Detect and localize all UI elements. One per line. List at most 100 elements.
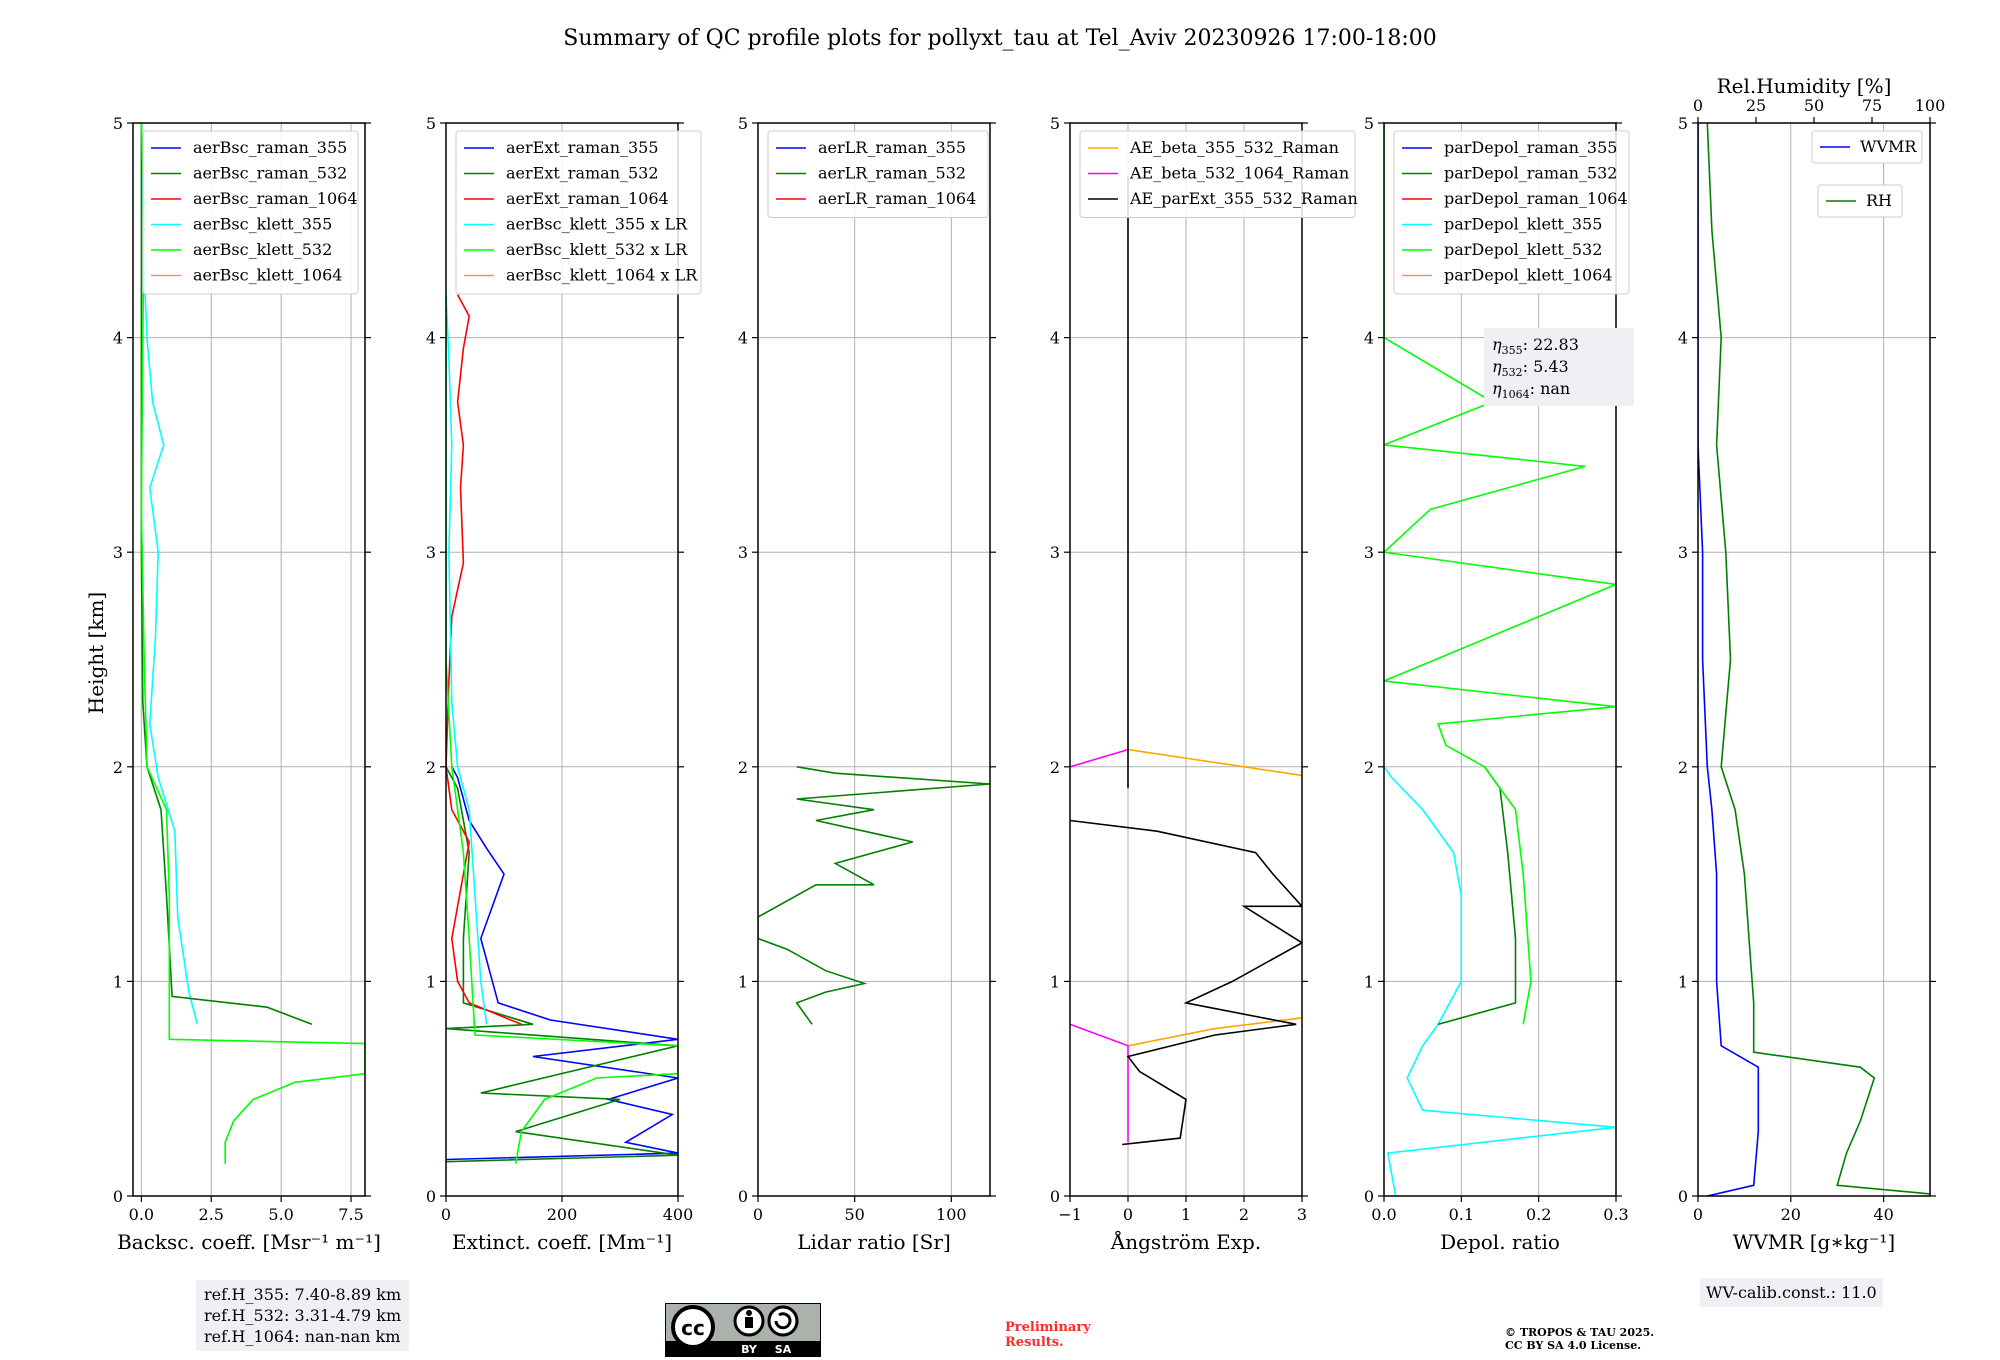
legend-label: aerLR_raman_532: [818, 164, 966, 183]
series-line: [446, 294, 678, 1164]
x-tick-label: 0: [441, 1205, 451, 1224]
x-tick-label: −1: [1058, 1205, 1082, 1224]
legend-box: [142, 130, 359, 295]
y-tick-label: 1: [1364, 972, 1374, 991]
x-tick-label: 40: [1873, 1205, 1893, 1224]
series-line: [1070, 1023, 1129, 1143]
legend-label: aerBsc_klett_355: [193, 215, 332, 234]
series-line: [446, 294, 522, 1026]
x-tick-label: 50: [844, 1205, 864, 1224]
y-tick-label: 3: [426, 543, 436, 562]
legend-label: aerExt_raman_1064: [506, 189, 669, 208]
wv-calibration-text: WV-calib.const.: 11.0: [1706, 1283, 1877, 1302]
legend-label: aerBsc_raman_355: [193, 138, 347, 157]
series-line: [1706, 123, 1930, 1195]
legend-label: aerBsc_klett_1064: [193, 266, 342, 285]
legend-label: AE_parExt_355_532_Raman: [1129, 189, 1358, 208]
x-tick-label: 7.5: [338, 1205, 363, 1224]
y-tick-label: 5: [426, 114, 436, 133]
axes-frame: [445, 122, 679, 1197]
y-tick-label: 2: [1678, 758, 1688, 777]
legend-label: aerBsc_klett_532: [193, 240, 332, 259]
series-line: [446, 294, 488, 1025]
x-tick-label: 400: [663, 1205, 694, 1224]
y-tick-label: 4: [1678, 329, 1688, 348]
top-x-tick-label: 100: [1915, 96, 1946, 115]
top-x-axis-label: Rel.Humidity [%]: [1717, 74, 1892, 98]
copyright-line-1: © TROPOS & TAU 2025.: [1505, 1326, 1655, 1339]
series-line: [446, 766, 678, 1163]
legend-label: aerLR_raman_1064: [818, 189, 976, 208]
y-tick-label: 4: [1050, 329, 1060, 348]
y-tick-label: 2: [1050, 758, 1060, 777]
y-tick-label: 3: [1678, 543, 1688, 562]
legend-box: [1079, 130, 1356, 218]
x-tick-label: 0.0: [1371, 1205, 1396, 1224]
series-line: [1437, 766, 1517, 1026]
series-group: [446, 294, 678, 1164]
series-line: [1384, 123, 1616, 1025]
legend-box: [1811, 130, 1923, 164]
y-tick-label: 0: [1678, 1187, 1688, 1206]
y-tick-label: 1: [113, 972, 123, 991]
legend-label: aerBsc_klett_355 x LR: [506, 215, 688, 234]
y-tick-label: 2: [1364, 758, 1374, 777]
panel-1: 0.0 2.5 5.0 7.5 0 1 2 3 4 5 Backsc. coeff. [Msr⁻¹ …: [113, 114, 381, 1254]
top-x-tick-label: 75: [1862, 96, 1882, 115]
y-tick-label: 1: [426, 972, 436, 991]
ref-height-1064: ref.H_1064: nan-nan km: [204, 1327, 401, 1346]
legend-label: parDepol_raman_355: [1444, 138, 1617, 157]
y-tick-label: 3: [113, 543, 123, 562]
cc-sa-label: SA: [775, 1343, 792, 1356]
legend-label: aerBsc_klett_1064 x LR: [506, 266, 698, 285]
top-x-tick-label: 25: [1746, 96, 1766, 115]
series-group: [758, 766, 990, 1025]
legend-label: parDepol_raman_532: [1444, 164, 1617, 183]
x-axis-label: Ångström Exp.: [1110, 1229, 1261, 1254]
legend-label: parDepol_raman_1064: [1444, 189, 1628, 208]
top-x-tick-label: 0: [1693, 96, 1703, 115]
series-line: [1127, 748, 1302, 777]
y-tick-label: 0: [738, 1187, 748, 1206]
series-group: [140, 123, 365, 1164]
figure-title: Summary of QC profile plots for pollyxt_…: [563, 26, 1436, 51]
legend-label: aerExt_raman_355: [506, 138, 659, 157]
series-line: [446, 766, 678, 1161]
legend-label: aerExt_raman_532: [506, 164, 659, 183]
legend-box: [1393, 130, 1630, 295]
axes-frame: [1069, 122, 1303, 1197]
x-axis-label: WVMR [g∗kg⁻¹]: [1733, 1230, 1895, 1254]
reference-height-box: ref.H_355: 7.40-8.89 km ref.H_532: 3.31-…: [196, 1280, 410, 1351]
legend-label: RH: [1866, 191, 1892, 210]
y-tick-label: 0: [1050, 1187, 1060, 1206]
x-axis-label: Extinct. coeff. [Mm⁻¹]: [452, 1230, 672, 1254]
panel-3: 0 50 100 0 1 2 3 4 5 Lidar ratio [Sr] aerLR_raman_…: [738, 114, 996, 1254]
cc-by-label: BY: [741, 1343, 758, 1356]
legend-label: aerBsc_raman_1064: [193, 189, 358, 208]
x-tick-label: 0.2: [1526, 1205, 1551, 1224]
axes-frame: [1383, 122, 1617, 1197]
series-line: [140, 123, 365, 1164]
series-group: [1384, 123, 1616, 1196]
axes-frame: [1697, 122, 1931, 1197]
legend-label: AE_beta_355_532_Raman: [1129, 138, 1339, 157]
y-tick-label: 3: [1050, 543, 1060, 562]
y-tick-label: 5: [113, 114, 123, 133]
cc-by-sa-badge: cc BY SA: [665, 1303, 821, 1357]
series-group: [1698, 123, 1930, 1196]
y-tick-label: 5: [1364, 114, 1374, 133]
x-axis-label: Lidar ratio [Sr]: [797, 1230, 951, 1254]
legend-box: [767, 130, 989, 218]
legend-box: [455, 130, 702, 295]
y-tick-label: 3: [738, 543, 748, 562]
y-tick-label: 2: [426, 758, 436, 777]
x-tick-label: 1: [1181, 1205, 1191, 1224]
ref-height-532: ref.H_532: 3.31-4.79 km: [204, 1306, 402, 1325]
axes-frame: [132, 122, 366, 1197]
legend-label: AE_beta_532_1064_Raman: [1129, 164, 1349, 183]
legend-label: aerLR_raman_355: [818, 138, 966, 157]
y-tick-label: 4: [426, 329, 436, 348]
x-tick-label: 20: [1781, 1205, 1801, 1224]
x-tick-label: 0: [1693, 1205, 1703, 1224]
